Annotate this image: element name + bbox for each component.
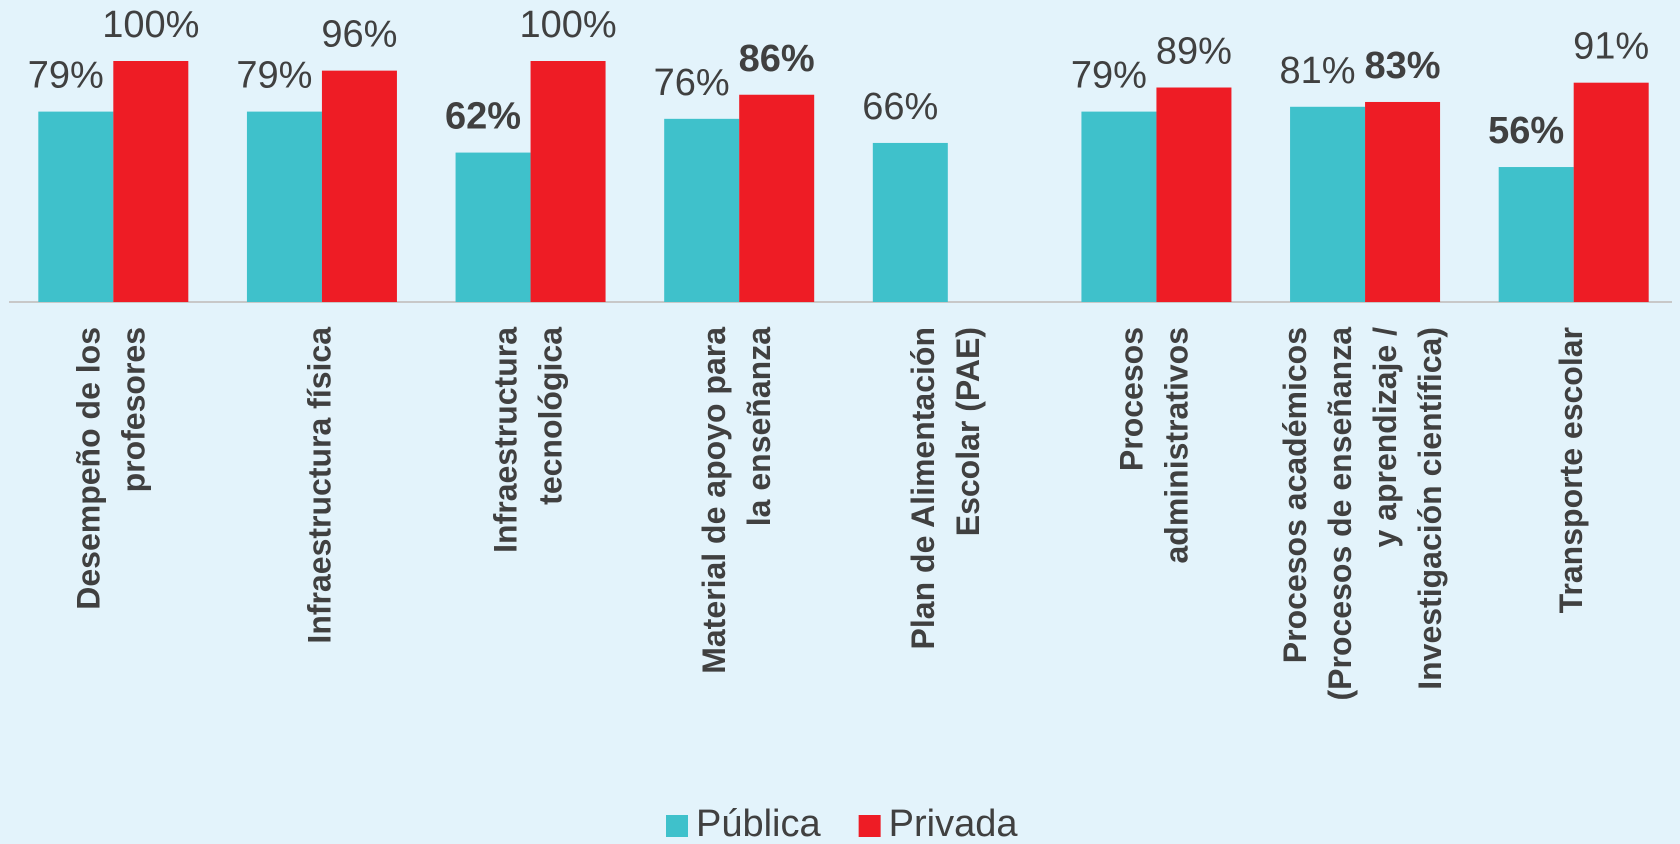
legend-swatch (666, 815, 688, 837)
bar (739, 94, 815, 303)
data-label: 79% (1071, 55, 1147, 97)
bar (113, 61, 189, 302)
x-tick-label-line: Procesos académicos (1277, 327, 1313, 663)
bar (664, 118, 740, 302)
x-tick-label-line: Desempeño de los (70, 327, 106, 610)
data-label: 86% (739, 38, 815, 80)
x-tick-label-line: Material de apoyo para (696, 327, 732, 674)
bar (1573, 82, 1649, 302)
x-tick-label: Infraestructura física (301, 327, 337, 644)
data-label: 81% (1280, 50, 1356, 92)
data-label: 100% (102, 4, 199, 46)
data-label: 62% (445, 96, 521, 138)
x-tick-label-line: profesores (115, 327, 151, 492)
data-label: 100% (519, 4, 616, 46)
legend-swatch (858, 815, 881, 837)
data-label: 66% (862, 86, 938, 128)
x-tick-label: Transporte escolar (1553, 327, 1589, 613)
x-tick-label-line: Plan de Alimentación (905, 327, 941, 649)
data-label: 79% (28, 55, 104, 97)
x-tick-label: Procesos académicos (Procesos de enseñanz… (1277, 327, 1448, 701)
bar (1365, 101, 1441, 302)
data-label: 91% (1573, 26, 1649, 68)
bar (455, 152, 531, 302)
x-tick-label-line: (Procesos de enseñanza (1322, 327, 1358, 701)
bar (530, 61, 606, 302)
x-tick-label-line: la enseñanza (741, 327, 777, 526)
data-label: 96% (321, 14, 397, 56)
x-tick-label: Infraestructura tecnológica (488, 327, 569, 553)
bar (1498, 167, 1574, 302)
x-tick-label-line: administrativos (1158, 327, 1194, 564)
x-tick-label: Plan de Alimentación Escolar (PAE) (905, 327, 986, 649)
bar (321, 70, 397, 302)
x-tick-label: Desempeño de los profesores (70, 327, 151, 610)
data-label: 83% (1365, 45, 1441, 87)
x-tick-label-line: Infraestructura (488, 327, 524, 553)
x-tick-label-line: y aprendizaje / (1367, 327, 1403, 548)
bar (872, 142, 948, 302)
data-label: 89% (1156, 31, 1232, 73)
bar (38, 111, 114, 302)
data-label: 79% (236, 55, 312, 97)
x-tick-label-line: Transporte escolar (1553, 327, 1589, 613)
x-tick-label: Procesos administrativos (1113, 327, 1194, 564)
bar (1290, 106, 1366, 302)
legend-label: Pública (696, 803, 821, 844)
x-tick-label-line: Escolar (PAE) (950, 327, 986, 536)
bar (1081, 111, 1157, 302)
x-tick-label-line: Procesos (1113, 327, 1149, 471)
data-label: 56% (1488, 110, 1564, 152)
x-tick-label: Material de apoyo para la enseñanza (696, 327, 777, 674)
x-tick-label-line: Infraestructura física (301, 327, 337, 644)
data-label: 76% (654, 62, 730, 104)
x-tick-label-line: tecnológica (533, 327, 569, 505)
legend-label: Privada (889, 803, 1019, 844)
bar (246, 111, 322, 302)
x-tick-label-line: Investigación científica) (1412, 327, 1448, 690)
bar (1156, 87, 1232, 302)
